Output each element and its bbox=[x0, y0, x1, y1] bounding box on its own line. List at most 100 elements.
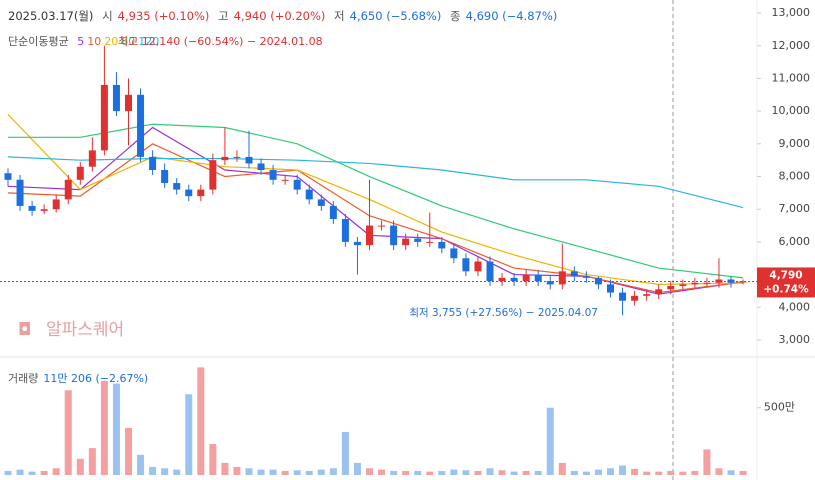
candle-body bbox=[281, 179, 289, 181]
volume-bar bbox=[474, 470, 482, 475]
value: 4,935 (+0.10%) bbox=[117, 9, 210, 23]
candle-body bbox=[64, 179, 72, 200]
volume-bar bbox=[679, 471, 687, 475]
candle-body bbox=[510, 277, 518, 282]
volume-bar bbox=[727, 470, 735, 475]
label: 고 bbox=[218, 9, 229, 23]
value: 4,940 (+0.20%) bbox=[233, 9, 326, 23]
volume-bar bbox=[655, 471, 663, 475]
candle-body bbox=[185, 189, 193, 197]
candle-body bbox=[245, 156, 253, 164]
volume-bar bbox=[619, 465, 627, 475]
candle-body bbox=[233, 156, 241, 158]
ma-line bbox=[8, 123, 744, 279]
candle-body bbox=[197, 189, 205, 197]
volume-bar bbox=[341, 431, 349, 475]
volume-bar bbox=[402, 470, 410, 475]
candle-body bbox=[703, 282, 711, 284]
volume-bar bbox=[100, 380, 108, 475]
candle-body bbox=[546, 281, 554, 285]
volume-bar bbox=[631, 468, 639, 475]
candle-body bbox=[679, 284, 687, 287]
y-tick-label: 6,000 bbox=[779, 235, 811, 248]
volume-bar bbox=[269, 469, 277, 475]
candle-body bbox=[715, 279, 723, 283]
candle-body bbox=[426, 241, 434, 243]
y-tick-label: 12,000 bbox=[772, 39, 811, 52]
y-tick-label: 500만 bbox=[764, 401, 795, 414]
ma-legend-entry: 5 bbox=[77, 35, 85, 48]
volume-bar bbox=[293, 470, 301, 475]
y-tick-label: 11,000 bbox=[772, 71, 811, 84]
candle-body bbox=[317, 199, 325, 206]
candle-body bbox=[655, 289, 663, 295]
y-tick-label: 7,000 bbox=[779, 202, 811, 215]
volume-bar bbox=[317, 469, 325, 475]
ma-legend-entry: 10 bbox=[87, 35, 102, 48]
candle-body bbox=[522, 274, 530, 282]
value: 4,690 (−4.87%) bbox=[465, 9, 558, 23]
candle-body bbox=[173, 183, 181, 190]
volume-bar bbox=[173, 469, 181, 475]
label: 시 bbox=[102, 9, 113, 23]
volume-bar bbox=[76, 458, 84, 475]
volume-bar bbox=[161, 468, 169, 475]
y-tick-label: 4,000 bbox=[779, 300, 811, 313]
candle-body bbox=[161, 169, 169, 184]
candle-body bbox=[414, 238, 422, 242]
volume-bar bbox=[426, 471, 434, 475]
candle-body bbox=[269, 169, 277, 180]
candle-body bbox=[329, 205, 337, 220]
volume-bar bbox=[390, 470, 398, 475]
volume-bar bbox=[739, 470, 747, 475]
volume-bar bbox=[498, 470, 506, 475]
low-note: 최저 3,755 (+27.56%) − 2025.04.07 bbox=[409, 307, 598, 319]
volume-bar bbox=[209, 444, 217, 475]
candle-body bbox=[149, 156, 157, 170]
volume-bar bbox=[149, 466, 157, 475]
volume-bar bbox=[64, 390, 72, 475]
volume-bar bbox=[462, 470, 470, 475]
candle-body bbox=[125, 94, 132, 112]
volume-bar bbox=[112, 383, 120, 475]
candle-body bbox=[366, 225, 373, 246]
volume-bar bbox=[715, 468, 723, 475]
ma-title: 단순이동평균 bbox=[8, 35, 69, 48]
volume-bar bbox=[438, 470, 446, 475]
volume-bar bbox=[667, 470, 675, 475]
candle-body bbox=[534, 274, 542, 282]
volume-bar bbox=[510, 471, 518, 475]
candle-body bbox=[378, 225, 386, 227]
ma-legend-entry: 120 bbox=[138, 35, 160, 48]
candle-body bbox=[582, 276, 590, 278]
y-tick-label: 13,000 bbox=[772, 6, 811, 19]
volume-bar bbox=[366, 468, 373, 475]
label: 저 bbox=[334, 9, 345, 23]
volume-bar bbox=[558, 462, 566, 475]
volume-bar bbox=[522, 470, 530, 475]
volume-bar bbox=[353, 462, 361, 475]
volume-label: 거래량 bbox=[8, 372, 39, 385]
ma-legend-entry: 20 bbox=[104, 35, 119, 48]
candle-body bbox=[4, 173, 12, 180]
volume-bar bbox=[570, 470, 578, 475]
ohlc-header: 2025.03.17(월) 시 4,935 (+0.10%) 고 4,940 (+0… bbox=[8, 8, 562, 24]
candle-body bbox=[438, 241, 446, 249]
candle-body bbox=[594, 277, 602, 285]
volume-bar bbox=[245, 468, 253, 475]
volume-header: 거래량 11만 206 (−2.67%) bbox=[8, 370, 153, 386]
volume-bar bbox=[450, 469, 458, 475]
date: 2025.03.17(월) bbox=[8, 9, 94, 23]
volume-bar bbox=[233, 466, 241, 475]
volume-bar bbox=[703, 449, 711, 475]
ma-legend: 단순이동평균 5 10 20 60 120 bbox=[8, 33, 162, 49]
candle-body bbox=[727, 279, 735, 283]
candle-body bbox=[16, 179, 24, 206]
volume-bar bbox=[40, 470, 48, 475]
volume-bar bbox=[546, 407, 554, 475]
volume-bar bbox=[582, 471, 590, 475]
candle-body bbox=[76, 166, 84, 180]
candle-body bbox=[353, 241, 361, 246]
